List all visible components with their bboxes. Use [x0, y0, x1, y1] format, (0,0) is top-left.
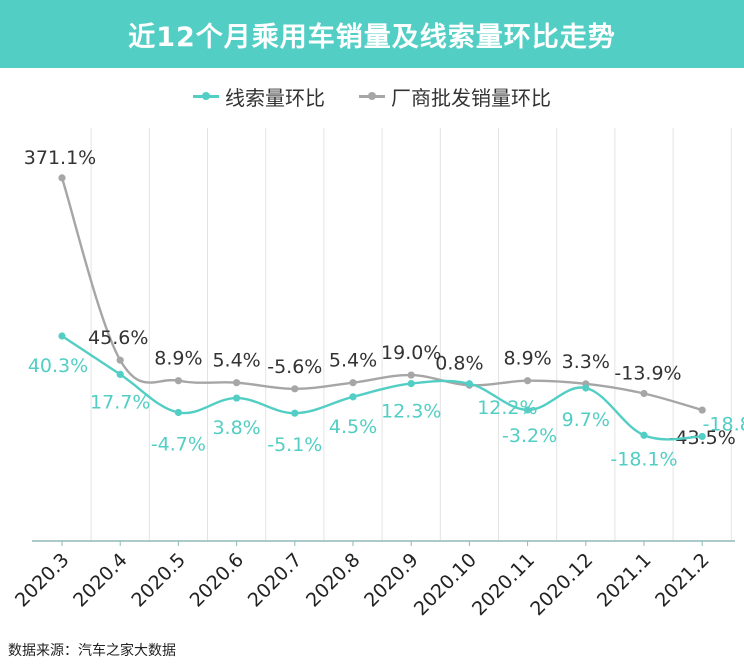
x-tick-label: 2020.4	[69, 549, 132, 612]
data-point[interactable]	[291, 385, 299, 393]
data-point[interactable]	[58, 332, 66, 340]
data-label: -13.9%	[614, 362, 681, 384]
data-point[interactable]	[465, 380, 473, 388]
data-label: -5.1%	[267, 434, 322, 456]
data-label: -18.1%	[610, 448, 677, 470]
data-label: 40.3%	[28, 355, 88, 377]
data-point[interactable]	[524, 377, 532, 385]
data-label: -18.8%	[703, 413, 744, 435]
data-label: 8.9%	[154, 348, 202, 370]
x-tick-label: 2020.10	[410, 549, 481, 620]
data-point[interactable]	[407, 379, 415, 388]
data-point[interactable]	[698, 432, 706, 441]
data-point[interactable]	[233, 379, 241, 387]
data-point[interactable]	[174, 408, 182, 417]
data-point[interactable]	[58, 174, 66, 182]
data-point[interactable]	[640, 431, 648, 439]
gridlines	[90, 128, 732, 541]
data-label: -5.6%	[267, 356, 322, 378]
x-tick-label: 2021.2	[651, 549, 714, 612]
x-tick-label: 2020.12	[526, 549, 597, 620]
x-tick-label: 2021.1	[593, 549, 656, 612]
data-label: -4.7%	[151, 433, 206, 455]
legend: 线索量环比 厂商批发销量环比	[0, 80, 744, 112]
data-label: 0.8%	[435, 352, 483, 374]
data-point[interactable]	[349, 393, 357, 401]
data-point[interactable]	[349, 379, 357, 387]
source-note: 数据来源：汽车之家大数据	[8, 643, 176, 659]
data-label: 5.4%	[212, 350, 260, 372]
data-label: 19.0%	[381, 342, 441, 364]
data-label: 45.6%	[88, 327, 148, 349]
data-label: 12.2%	[477, 397, 537, 419]
legend-swatch-wholesale	[359, 91, 385, 100]
data-label: 9.7%	[562, 409, 610, 431]
data-label: 8.9%	[503, 348, 551, 370]
data-point[interactable]	[640, 389, 648, 398]
data-label: 3.3%	[562, 351, 610, 373]
x-tick-label: 2020.8	[302, 549, 365, 612]
chart-title: 近12个月乘用车销量及线索量环比走势	[0, 0, 744, 68]
legend-label-wholesale: 厂商批发销量环比	[391, 85, 551, 110]
data-point[interactable]	[233, 394, 241, 402]
data-label: 12.3%	[381, 401, 441, 423]
series-leads: 40.3%17.7%-4.7% 3.8% -5.1% 4.5%12.3% 12.2% -3…	[28, 332, 744, 470]
data-label: 17.7%	[90, 391, 150, 413]
legend-label-leads: 线索量环比	[225, 85, 325, 110]
x-axis-ticks	[61, 541, 703, 546]
data-point[interactable]	[116, 370, 124, 379]
legend-item-leads[interactable]: 线索量环比	[193, 82, 325, 111]
data-point[interactable]	[407, 371, 415, 379]
legend-item-wholesale[interactable]: 厂商批发销量环比	[359, 82, 551, 111]
x-tick-label: 2020.11	[468, 549, 539, 620]
x-tick-label: 2020.5	[127, 549, 190, 612]
x-tick-label: 2020.3	[11, 549, 74, 612]
data-point[interactable]	[582, 384, 590, 392]
data-label: -3.2%	[502, 425, 557, 447]
data-label: 3.8%	[212, 417, 260, 439]
series-line-leads	[61, 334, 703, 441]
data-point[interactable]	[698, 406, 706, 414]
x-tick-label: 2020.6	[186, 549, 249, 612]
series-wholesale: 371.1%45.6%8.9% 5.4% -5.6% 5.4% 19.0%0.8% 8.9…	[24, 147, 736, 449]
x-tick-label: 2020.7	[244, 549, 307, 612]
data-point[interactable]	[174, 377, 182, 385]
data-label: 4.5%	[329, 416, 377, 438]
data-point[interactable]	[116, 356, 124, 364]
data-point[interactable]	[524, 406, 532, 414]
legend-swatch-leads	[193, 91, 219, 100]
data-point[interactable]	[291, 409, 299, 417]
data-label: 371.1%	[24, 147, 96, 169]
data-label: 5.4%	[329, 350, 377, 372]
